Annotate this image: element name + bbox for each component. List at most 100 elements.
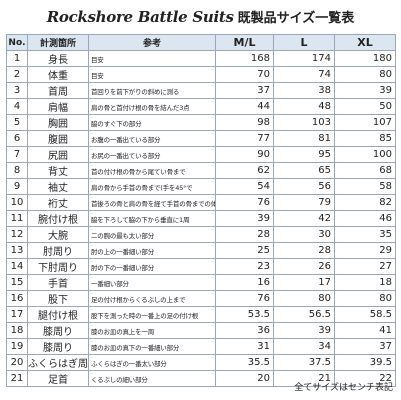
cell-ref: お腹の一番出ている部分 xyxy=(88,130,216,147)
brand-name: Rockshore Battle Suits xyxy=(46,8,234,26)
cell-no: 12 xyxy=(6,226,28,243)
size-table: No. 計測箇所 参考 M/L L XL 1 身長 目安 168 174 180 2 体重 目安… xyxy=(6,34,396,387)
cell-ml: 77 xyxy=(215,130,274,147)
table-row: 1 身長 目安 168 174 180 xyxy=(6,50,396,67)
cell-ref: 肘の下の一番細い部分 xyxy=(88,258,216,275)
cell-ref: 一番細い部分 xyxy=(88,274,216,291)
cell-xl: 100 xyxy=(334,146,396,163)
cell-item: 腹囲 xyxy=(27,130,89,147)
table-subtitle: 既製品サイズ一覧表 xyxy=(237,11,355,26)
table-row: 7 尻囲 お尻の一番出ている部分 90 95 100 xyxy=(6,146,396,163)
cell-ml: 16 xyxy=(215,274,274,291)
cell-item: 袖丈 xyxy=(27,178,89,195)
cell-l: 56.5 xyxy=(273,306,335,323)
cell-xl: 85 xyxy=(334,130,396,147)
cell-no: 2 xyxy=(6,66,28,83)
cell-ml: 36 xyxy=(215,322,274,339)
cell-no: 6 xyxy=(6,130,28,147)
cell-item: 背丈 xyxy=(27,162,89,179)
table-row: 16 股下 足の付け根からくるぶしの上まで 76 80 80 xyxy=(6,290,396,307)
cell-no: 15 xyxy=(6,274,28,291)
cell-ref: 股下を測った時の一番上の足の付け根 xyxy=(88,306,216,323)
cell-l: 79 xyxy=(273,194,335,211)
cell-ml: 37 xyxy=(215,82,274,99)
cell-l: 30 xyxy=(273,226,335,243)
cell-ml: 25 xyxy=(215,242,274,259)
cell-item: 胸囲 xyxy=(27,114,89,131)
cell-ml: 76 xyxy=(215,194,274,211)
cell-item: 肘周り xyxy=(27,242,89,259)
cell-l: 26 xyxy=(273,258,335,275)
cell-xl: 107 xyxy=(334,114,396,131)
cell-ml: 62 xyxy=(215,162,274,179)
cell-ml: 54 xyxy=(215,178,274,195)
cell-ref: ふくらはぎの一番太い部分 xyxy=(88,354,216,371)
cell-l: 37.5 xyxy=(273,354,335,371)
cell-xl: 50 xyxy=(334,98,396,115)
cell-ref: 脇を下ろして脇の下から垂直に1周 xyxy=(88,210,216,227)
cell-no: 17 xyxy=(6,306,28,323)
table-row: 18 膝周り 膝のお皿の真上を一周 36 39 41 xyxy=(6,322,396,339)
cell-ref: 脇のすぐ下の部分 xyxy=(88,114,216,131)
cell-xl: 80 xyxy=(334,66,396,83)
cell-item: 裄丈 xyxy=(27,194,89,211)
cell-item: 腕付け根 xyxy=(27,210,89,227)
table-row: 10裄丈首後ろの骨と肩の骨を経て手首の骨までの体半分767982 xyxy=(6,194,396,211)
cell-ref: くるぶしの細い部分 xyxy=(88,370,216,387)
table-row: 5 胸囲 脇のすぐ下の部分 98 103 107 xyxy=(6,114,396,131)
cell-ref: 首の付け根の骨から尾てい骨まで xyxy=(88,162,216,179)
cell-no: 13 xyxy=(6,242,28,259)
cell-item: 大腕 xyxy=(27,226,89,243)
header-row: No. 計測箇所 参考 M/L L XL xyxy=(6,34,396,51)
cell-l: 81 xyxy=(273,130,335,147)
cell-ref: 首回りを前下がりの斜めに測る xyxy=(88,82,216,99)
table-row: 15 手首 一番細い部分 16 17 18 xyxy=(6,274,396,291)
table-row: 17 腿付け根 股下を測った時の一番上の足の付け根 53.5 56.5 58.5 xyxy=(6,306,396,323)
cell-no: 9 xyxy=(6,178,28,195)
cell-item: 膝周り xyxy=(27,338,89,355)
cell-l: 38 xyxy=(273,82,335,99)
cell-l: 39 xyxy=(273,322,335,339)
cell-l: 17 xyxy=(273,274,335,291)
cell-item: 首周 xyxy=(27,82,89,99)
cell-xl: 37 xyxy=(334,338,396,355)
cell-xl: 39 xyxy=(334,82,396,99)
table-row: 3 首周 首回りを前下がりの斜めに測る 37 38 39 xyxy=(6,82,396,99)
table-row: 21 足首 くるぶしの細い部分 20 21 22 xyxy=(6,370,396,387)
cell-item: 体重 xyxy=(27,66,89,83)
cell-ml: 23 xyxy=(215,258,274,275)
cell-item: 身長 xyxy=(27,50,89,67)
cell-no: 10 xyxy=(6,194,28,211)
cell-item: 下肘周り xyxy=(27,258,89,275)
col-header-no: No. xyxy=(6,34,28,51)
cell-l: 80 xyxy=(273,290,335,307)
cell-ml: 35.5 xyxy=(215,354,274,371)
cell-xl: 18 xyxy=(334,274,396,291)
cell-l: 42 xyxy=(273,210,335,227)
cell-xl: 46 xyxy=(334,210,396,227)
cell-item: 手首 xyxy=(27,274,89,291)
cell-ref: 二の腕の最も太い部分 xyxy=(88,226,216,243)
col-header-l: L xyxy=(273,34,335,51)
cell-no: 14 xyxy=(6,258,28,275)
col-header-ref: 参考 xyxy=(88,34,216,51)
cell-no: 16 xyxy=(6,290,28,307)
page-title: Rockshore Battle Suits 既製品サイズ一覧表 xyxy=(0,4,401,30)
cell-ml: 70 xyxy=(215,66,274,83)
cell-ref: お尻の一番出ている部分 xyxy=(88,146,216,163)
cell-no: 5 xyxy=(6,114,28,131)
col-header-item: 計測箇所 xyxy=(27,34,89,51)
cell-item: 腿付け根 xyxy=(27,306,89,323)
cell-xl: 82 xyxy=(334,194,396,211)
cell-no: 4 xyxy=(6,98,28,115)
cell-item: 膝周り xyxy=(27,322,89,339)
cell-l: 56 xyxy=(273,178,335,195)
cell-item: 肩幅 xyxy=(27,98,89,115)
cell-ref: 肘の上の一番細い部分 xyxy=(88,242,216,259)
cell-xl: 22 xyxy=(334,370,396,387)
cell-l: 34 xyxy=(273,338,335,355)
cell-ref: 足の付け根からくるぶしの上まで xyxy=(88,290,216,307)
cell-no: 7 xyxy=(6,146,28,163)
cell-ml: 28 xyxy=(215,226,274,243)
cell-xl: 80 xyxy=(334,290,396,307)
